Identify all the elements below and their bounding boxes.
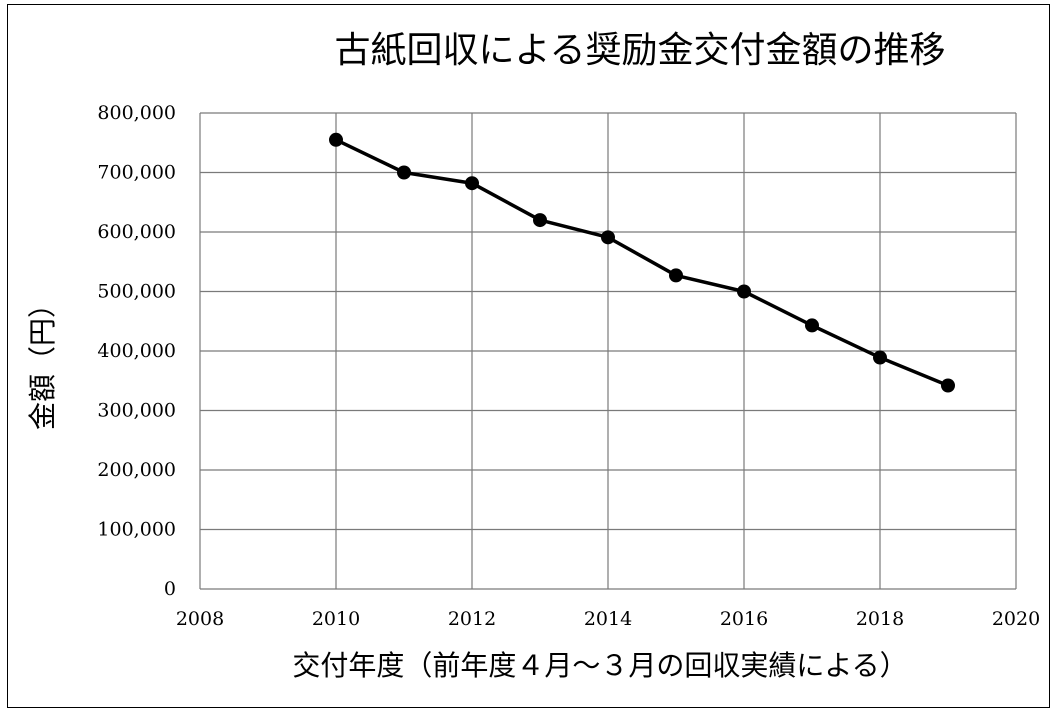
series-line (335, 138, 949, 388)
data-point (465, 176, 479, 191)
y-tick-label: 800,000 (97, 102, 176, 124)
data-point (533, 213, 547, 228)
y-tick-label: 100,000 (97, 519, 176, 541)
x-tick-label: 2020 (992, 608, 1040, 630)
data-point (737, 284, 751, 299)
data-point (669, 268, 683, 283)
y-tick-label: 0 (164, 578, 176, 600)
chart-title: 古紙回収による奨励金交付金額の推移 (335, 30, 946, 71)
y-tick-label: 300,000 (97, 400, 176, 422)
y-axis-label: 金額（円） (26, 290, 59, 430)
series (329, 132, 955, 393)
x-tick-label: 2016 (720, 608, 768, 630)
x-tick-label: 2010 (312, 608, 360, 630)
x-tick-label: 2008 (176, 608, 224, 630)
y-axis-ticks: 0 100,000 200,000 300,000 400,000 500,000 600,… (97, 102, 176, 600)
x-axis-ticks: 2008 2010 2012 2014 2016 2018 2020 (176, 608, 1040, 630)
x-tick-label: 2018 (856, 608, 904, 630)
data-point (397, 165, 411, 180)
data-point (941, 378, 955, 393)
y-tick-label: 400,000 (97, 340, 176, 362)
x-axis-label: 交付年度（前年度４月～３月の回収実績による） (292, 649, 907, 682)
grid (199, 112, 1017, 590)
y-tick-label: 200,000 (97, 459, 176, 481)
x-tick-label: 2014 (584, 608, 632, 630)
data-point (873, 350, 887, 365)
y-tick-label: 500,000 (97, 281, 176, 303)
data-point (329, 132, 343, 147)
y-tick-label: 700,000 (97, 162, 176, 184)
x-tick-label: 2012 (448, 608, 496, 630)
y-tick-label: 600,000 (97, 221, 176, 243)
data-point (805, 318, 819, 333)
data-point (601, 230, 615, 245)
